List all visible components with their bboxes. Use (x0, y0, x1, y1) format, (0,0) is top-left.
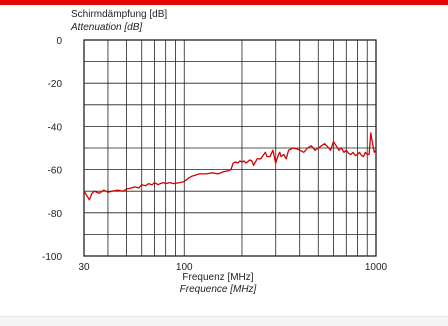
bottom-bar (0, 316, 448, 326)
x-tick-label: 100 (176, 262, 193, 273)
x-axis-title: Frequenz [MHz] (182, 272, 253, 283)
y-axis-ticks: 0 -20 -40 -60 -80 -100 (42, 36, 62, 263)
y-axis-title: Schirmdämpfung [dB] (71, 9, 167, 20)
y-tick-label: 0 (56, 36, 62, 47)
grid (83, 39, 377, 257)
x-axis-title-en: Frequence [MHz] (180, 284, 257, 295)
y-tick-label: -20 (48, 79, 63, 90)
top-accent-bar (0, 0, 448, 5)
y-tick-label: -40 (48, 122, 63, 133)
x-tick-label: 30 (78, 262, 90, 273)
y-tick-label: -80 (48, 209, 63, 220)
y-axis-title-en: Attenuation [dB] (70, 22, 142, 33)
attenuation-curve (83, 132, 377, 201)
plot-area-frame (83, 39, 377, 257)
y-tick-label: -100 (42, 252, 62, 263)
y-tick-label: -60 (48, 166, 63, 177)
x-axis-ticks: 30 100 1000 (78, 262, 387, 273)
x-tick-label: 1000 (365, 262, 388, 273)
